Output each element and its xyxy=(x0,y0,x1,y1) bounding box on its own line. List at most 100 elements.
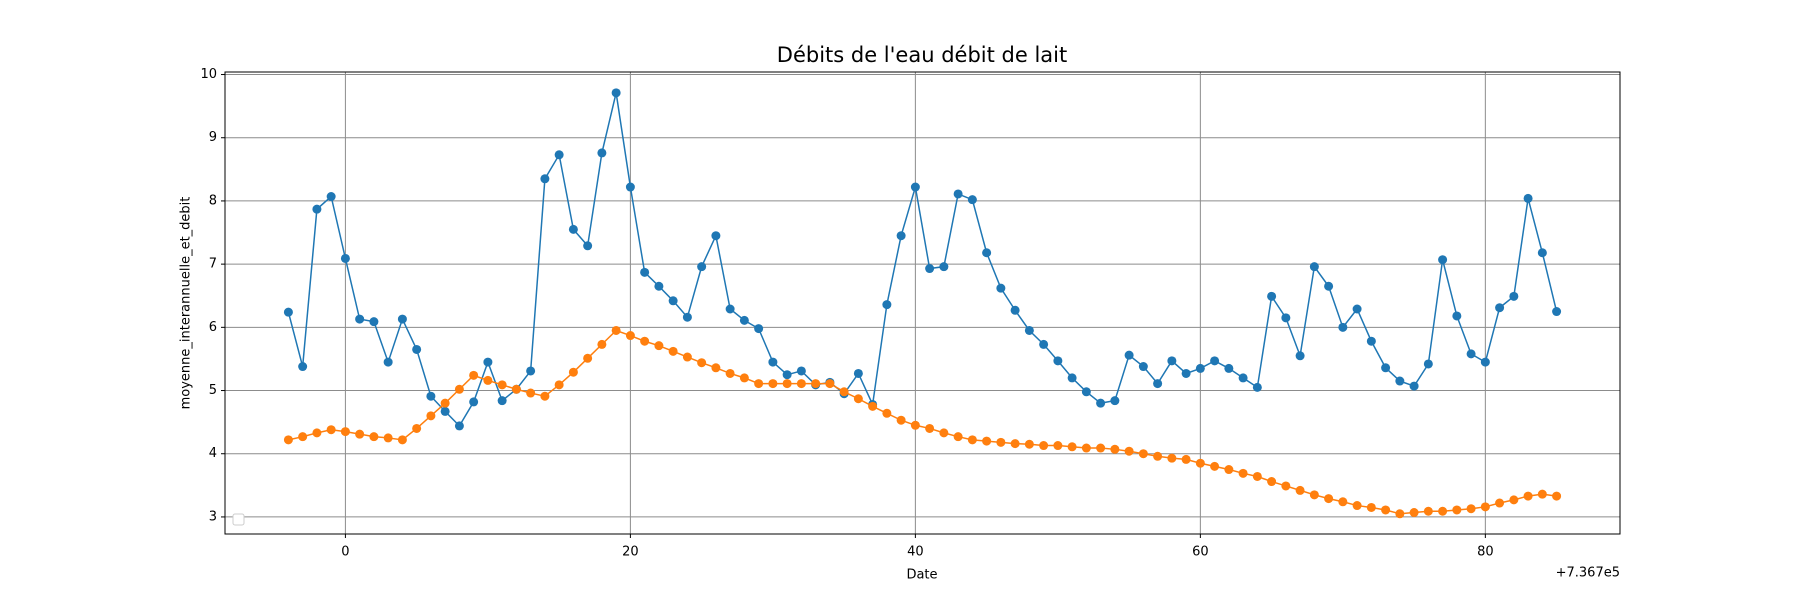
data-point xyxy=(925,423,935,433)
data-point xyxy=(1281,481,1291,491)
data-point xyxy=(925,264,935,274)
data-point xyxy=(996,283,1006,293)
data-point xyxy=(725,368,735,378)
data-point xyxy=(967,435,977,445)
data-point xyxy=(1480,357,1490,367)
data-point xyxy=(597,339,607,349)
data-point xyxy=(654,341,664,351)
data-point xyxy=(1224,363,1234,373)
data-point xyxy=(1309,490,1319,500)
data-point xyxy=(454,384,464,394)
data-point xyxy=(910,182,920,192)
data-point xyxy=(397,435,407,445)
data-point xyxy=(1053,441,1063,451)
data-point xyxy=(283,307,293,317)
data-point xyxy=(1523,491,1533,501)
y-tick-label: 5 xyxy=(209,383,217,398)
data-point xyxy=(1295,485,1305,495)
data-point xyxy=(1024,439,1034,449)
data-point xyxy=(1224,465,1234,475)
data-point xyxy=(1409,508,1419,518)
data-point xyxy=(953,189,963,199)
x-tick-label: 40 xyxy=(907,545,924,560)
data-point xyxy=(654,281,664,291)
data-point xyxy=(1452,311,1462,321)
data-point xyxy=(682,312,692,322)
data-point xyxy=(782,379,792,389)
data-point xyxy=(1110,444,1120,454)
data-point xyxy=(910,420,920,430)
data-point xyxy=(739,373,749,383)
data-point xyxy=(312,204,322,214)
data-point xyxy=(1352,304,1362,314)
data-point xyxy=(896,231,906,241)
y-tick-label: 6 xyxy=(209,320,217,335)
data-point xyxy=(1110,396,1120,406)
data-point xyxy=(298,432,308,442)
data-point xyxy=(554,150,564,160)
data-point xyxy=(1438,255,1448,265)
data-point xyxy=(355,314,365,324)
data-point xyxy=(853,368,863,378)
data-point xyxy=(711,363,721,373)
data-point xyxy=(668,296,678,306)
data-point xyxy=(882,408,892,418)
y-tick-label: 10 xyxy=(200,67,217,82)
data-point xyxy=(1552,491,1562,501)
data-point xyxy=(1010,439,1020,449)
data-point xyxy=(739,315,749,325)
data-point xyxy=(568,367,578,377)
data-point xyxy=(326,192,336,202)
data-point xyxy=(1081,443,1091,453)
data-point xyxy=(568,224,578,234)
data-point xyxy=(326,425,336,435)
data-point xyxy=(1552,307,1562,317)
data-point xyxy=(953,432,963,442)
x-tick-label: 80 xyxy=(1477,545,1494,560)
data-point xyxy=(1167,356,1177,366)
x-tick-label: 60 xyxy=(1192,545,1209,560)
data-point xyxy=(1338,497,1348,507)
data-point xyxy=(1537,248,1547,258)
data-point xyxy=(1495,303,1505,313)
data-point xyxy=(369,432,379,442)
data-point xyxy=(383,357,393,367)
data-point xyxy=(497,380,507,390)
data-point xyxy=(583,241,593,251)
data-point xyxy=(782,370,792,380)
data-point xyxy=(1067,373,1077,383)
data-point xyxy=(1366,502,1376,512)
data-point xyxy=(1509,495,1519,505)
data-point xyxy=(298,362,308,372)
data-point xyxy=(1309,262,1319,272)
data-point xyxy=(340,427,350,437)
data-point xyxy=(1495,498,1505,508)
data-point xyxy=(1395,376,1405,386)
data-point xyxy=(1138,449,1148,459)
data-point xyxy=(1509,291,1519,301)
y-axis-label: moyenne_interannuelle_et_debit xyxy=(179,197,194,410)
data-point xyxy=(554,380,564,390)
data-point xyxy=(853,394,863,404)
data-point xyxy=(982,436,992,446)
y-tick-label: 8 xyxy=(209,193,217,208)
data-point xyxy=(540,174,550,184)
data-point xyxy=(1252,471,1262,481)
data-point xyxy=(625,331,635,341)
series-line xyxy=(288,329,1557,515)
data-point xyxy=(611,325,621,335)
data-point xyxy=(340,253,350,263)
y-tick-label: 9 xyxy=(209,130,217,145)
data-point xyxy=(1537,489,1547,499)
chart-title: Débits de l'eau débit de lait xyxy=(777,43,1067,67)
data-point xyxy=(754,324,764,334)
data-point xyxy=(711,231,721,241)
data-point xyxy=(1096,443,1106,453)
data-point xyxy=(939,262,949,272)
data-point xyxy=(1366,336,1376,346)
data-point xyxy=(497,396,507,406)
data-point xyxy=(526,366,536,376)
data-point xyxy=(1466,349,1476,359)
data-point xyxy=(1210,461,1220,471)
